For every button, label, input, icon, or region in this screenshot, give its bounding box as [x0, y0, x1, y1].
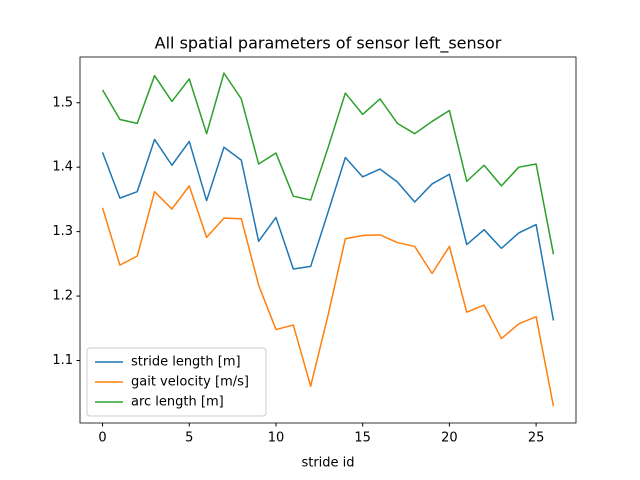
series-line: [101, 185, 555, 407]
x-tick-label: 10: [268, 431, 285, 446]
series-line: [101, 138, 555, 321]
axes-frame: [79, 56, 577, 424]
y-tick-label: 1.2: [52, 289, 73, 304]
x-tick-label: 20: [441, 431, 458, 446]
y-tick-label: 1.5: [52, 95, 73, 110]
x-tick-label: 5: [185, 431, 193, 446]
legend-box: [86, 347, 267, 417]
legend-label: stride length [m]: [131, 355, 241, 370]
legend-label: gait velocity [m/s]: [131, 375, 249, 390]
y-tick-label: 1.4: [52, 160, 73, 175]
y-tick-label: 1.3: [52, 224, 73, 239]
x-axis-label: stride id: [301, 456, 354, 471]
series-line: [101, 72, 555, 255]
chart-title: All spatial parameters of sensor left_se…: [155, 34, 502, 54]
x-tick-label: 0: [98, 431, 106, 446]
y-tick-label: 1.1: [52, 353, 73, 368]
legend-label: arc length [m]: [131, 395, 224, 410]
x-tick-label: 25: [528, 431, 545, 446]
x-tick-label: 15: [354, 431, 371, 446]
